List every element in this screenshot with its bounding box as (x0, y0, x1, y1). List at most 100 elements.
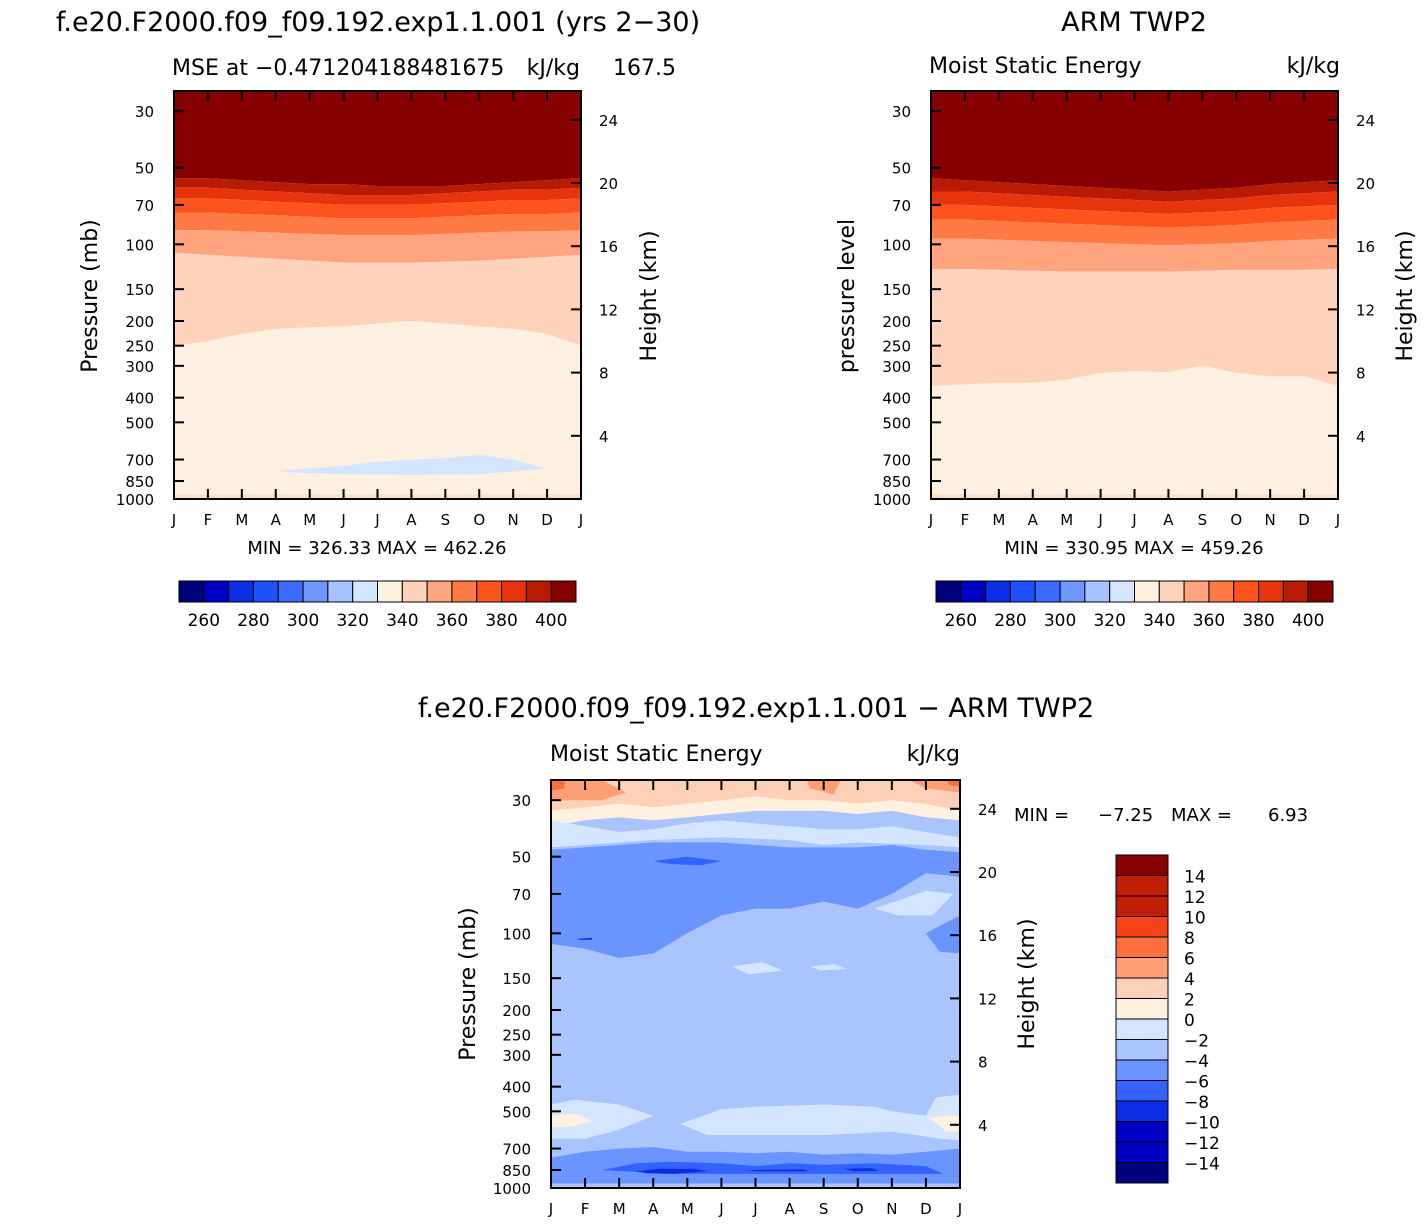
right-contour-band (931, 269, 1338, 386)
right-colorbar-label: 340 (1143, 611, 1175, 631)
left-colorbar-swatch (352, 580, 378, 603)
left-month-label: M (303, 511, 316, 529)
bottom-contour-band (810, 964, 848, 971)
right-height-tick-label: 12 (1356, 301, 1375, 319)
left-pressure-tick-label: 100 (125, 236, 154, 254)
bottom-max-label: MAX = (1171, 805, 1232, 826)
right-pressure-tick-label: 30 (892, 103, 911, 121)
right-pressure-tick-label: 50 (892, 160, 911, 178)
bottom-colorbar-swatch (1115, 1121, 1169, 1143)
right-colorbar-swatch (1282, 580, 1309, 603)
right-contour-band (931, 238, 1338, 272)
right-contour-band (931, 178, 1338, 202)
right-colorbar-label: 400 (1292, 611, 1324, 631)
bottom-month-label: J (718, 1200, 723, 1218)
bottom-contour-band (748, 1169, 810, 1172)
left-pressure-tick-label: 70 (135, 197, 154, 215)
right-contour-band (931, 219, 1338, 246)
bottom-month-label: J (548, 1200, 553, 1218)
left-pressure-tick-label: 300 (125, 358, 154, 376)
left-pressure-axis-label: Pressure (mb) (78, 219, 103, 373)
right-colorbar-swatch (1109, 580, 1135, 603)
left-colorbar-label: 360 (436, 611, 468, 631)
left-month-label: D (541, 511, 553, 529)
bottom-colorbar-label: 6 (1184, 950, 1195, 970)
bottom-colorbar-label: −14 (1184, 1155, 1220, 1175)
left-month-label: J (171, 511, 176, 529)
right-colorbar-label: 380 (1242, 611, 1274, 631)
left-minmax: MIN = 326.33 MAX = 462.26 (247, 538, 506, 559)
left-colorbar-swatch (178, 580, 205, 603)
bottom-contour-band (578, 937, 592, 940)
bottom-month-label: N (886, 1200, 897, 1218)
right-month-label: M (992, 511, 1005, 529)
right-month-label: S (1198, 511, 1208, 529)
bottom-colorbar-swatch (1115, 977, 1169, 999)
left-pressure-tick-label: 400 (125, 390, 154, 408)
bottom-colorbar-swatch (1115, 875, 1169, 897)
left-colorbar-label: 300 (287, 611, 319, 631)
right-pressure-tick-label: 850 (882, 473, 911, 491)
bottom-panel-title: f.e20.F2000.f09_f09.192.exp1.1.001 − ARM… (418, 693, 1094, 724)
right-pressure-tick-label: 500 (882, 414, 911, 432)
right-colorbar-swatch (1059, 580, 1086, 603)
right-pressure-tick-label: 250 (882, 338, 911, 356)
right-panel-title: ARM TWP2 (1061, 7, 1207, 38)
bottom-pressure-tick-label: 500 (502, 1103, 531, 1121)
right-month-label: A (1028, 511, 1039, 529)
bottom-contour-band (680, 1094, 960, 1141)
right-pressure-tick-label: 1000 (873, 491, 911, 509)
bottom-colorbar-swatch (1115, 1039, 1169, 1061)
bottom-height-tick-label: 8 (978, 1054, 988, 1072)
left-colorbar-swatch (302, 580, 329, 603)
right-minmax: MIN = 330.95 MAX = 459.26 (1004, 538, 1263, 559)
bottom-contour-band (551, 842, 960, 958)
right-panel-units: kJ/kg (1287, 54, 1340, 79)
bottom-contour-band (653, 856, 722, 866)
bottom-colorbar-swatch (1115, 1162, 1169, 1184)
bottom-min-value: −7.25 (1098, 805, 1153, 826)
left-colorbar-swatch (277, 580, 304, 603)
right-colorbar-swatch (1183, 580, 1210, 603)
bottom-month-label: A (784, 1200, 795, 1218)
bottom-colorbar-swatch (1115, 1059, 1169, 1081)
right-contour-band (931, 91, 1338, 192)
bottom-contour-band (946, 780, 960, 787)
left-colorbar-label: 400 (535, 611, 567, 631)
right-height-tick-label: 20 (1356, 175, 1375, 193)
bottom-pressure-tick-label: 30 (512, 792, 531, 810)
left-colorbar-label: 260 (188, 611, 220, 631)
right-colorbar-swatch (1034, 580, 1061, 603)
left-colorbar: 260 280 300 320 340 360 380 400 (178, 580, 577, 631)
bottom-pressure-tick-label: 200 (502, 1002, 531, 1020)
bottom-colorbar-label: 14 (1184, 868, 1206, 888)
left-colorbar-label: 380 (485, 611, 517, 631)
bottom-colorbar-label: −2 (1184, 1032, 1209, 1052)
bottom-colorbar-label: −6 (1184, 1073, 1209, 1093)
bottom-pressure-tick-label: 1000 (493, 1180, 531, 1198)
bottom-colorbar-label: 10 (1184, 909, 1206, 929)
right-contour-band (931, 191, 1338, 214)
right-pressure-tick-label: 70 (892, 197, 911, 215)
right-colorbar-label: 260 (945, 611, 977, 631)
left-contour-band (174, 198, 581, 219)
left-colorbar-label: 340 (386, 611, 418, 631)
right-colorbar-swatch (985, 580, 1011, 603)
left-pressure-tick-label: 200 (125, 313, 154, 331)
right-month-label: J (928, 511, 933, 529)
right-colorbar-swatch (960, 580, 987, 603)
bottom-colorbar-label: 2 (1184, 991, 1195, 1011)
left-month-label: N (508, 511, 519, 529)
right-month-label: A (1163, 511, 1174, 529)
bottom-pressure-axis-label: Pressure (mb) (456, 907, 481, 1061)
left-contour-band (174, 187, 581, 205)
left-height-tick-label: 16 (599, 238, 618, 256)
bottom-contour-band (874, 890, 954, 916)
left-month-label: M (235, 511, 248, 529)
left-pressure-tick-label: 850 (125, 473, 154, 491)
right-colorbar-swatch (935, 580, 962, 603)
bottom-height-tick-label: 4 (978, 1117, 988, 1135)
